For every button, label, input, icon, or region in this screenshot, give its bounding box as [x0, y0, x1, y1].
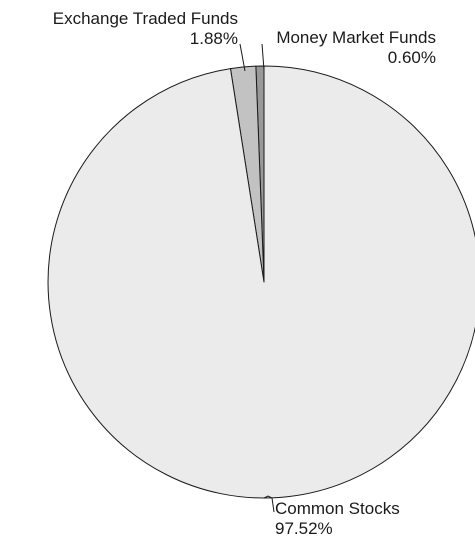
slice-value-common-stocks: 97.52%: [275, 519, 333, 538]
pie-slice-common-stocks: [47, 65, 475, 499]
slice-value-money-market-funds: 0.60%: [388, 48, 436, 67]
leader-line-exchange-traded-funds: [239, 43, 246, 72]
pie-slices: [47, 65, 475, 499]
slice-label-common-stocks: Common Stocks: [275, 499, 400, 518]
leader-line-common-stocks: [263, 495, 275, 513]
slice-label-exchange-traded-funds: Exchange Traded Funds: [53, 9, 238, 28]
slice-value-exchange-traded-funds: 1.88%: [190, 29, 238, 48]
leader-lines: [239, 43, 275, 513]
leader-line-money-market-funds: [261, 43, 265, 71]
slice-label-money-market-funds: Money Market Funds: [276, 28, 436, 47]
